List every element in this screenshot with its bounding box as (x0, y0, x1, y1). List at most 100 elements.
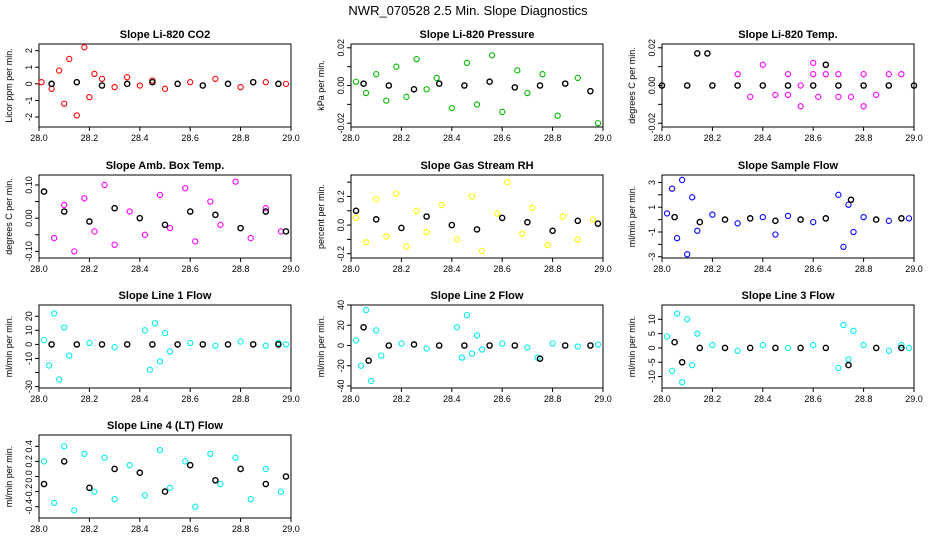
x-tick-label: 28.0 (653, 394, 671, 404)
plot-frame (38, 434, 292, 519)
data-point (192, 503, 199, 510)
data-point (810, 71, 817, 78)
data-point (98, 75, 106, 83)
x-tick-label: 28.4 (754, 133, 772, 143)
x-tick-label: 28.6 (804, 133, 822, 143)
x-tick-label: 28.6 (804, 264, 822, 274)
data-point (385, 82, 393, 89)
y-tick-label: -5 (647, 358, 657, 366)
data-point (658, 82, 666, 89)
data-point (511, 84, 519, 91)
data-point (561, 342, 569, 349)
data-point (48, 341, 55, 348)
data-point (746, 344, 754, 352)
data-point (696, 344, 704, 352)
data-point (529, 204, 536, 212)
plot-frame (38, 304, 292, 389)
series-all (663, 310, 913, 386)
data-point (536, 82, 544, 89)
data-point (671, 338, 678, 346)
data-point (282, 80, 290, 87)
data-point (166, 348, 174, 355)
x-tick-label: 28.0 (342, 133, 360, 143)
data-point (174, 80, 181, 88)
data-point (73, 341, 81, 348)
data-point (352, 337, 360, 344)
y-tick-label: -3 (647, 253, 657, 261)
data-point (689, 361, 696, 369)
data-point (111, 84, 118, 91)
data-point (668, 367, 676, 374)
data-point (60, 208, 68, 215)
x-tick-label: 28.0 (30, 133, 48, 143)
data-point (554, 112, 561, 119)
data-point (885, 347, 892, 354)
data-point (111, 241, 118, 248)
x-tick-label: 29.0 (282, 394, 300, 404)
y-tick-label: -1 (24, 96, 34, 104)
data-point (136, 82, 143, 89)
data-point (498, 214, 506, 222)
x-tick-label: 28.6 (493, 133, 511, 143)
data-point (587, 87, 594, 95)
data-point (885, 217, 892, 224)
data-point (373, 196, 380, 203)
data-point (898, 71, 905, 78)
data-point (709, 211, 716, 218)
chart-panel-10: Slope Line 4 (LT) Flow 28.0 28.2 28.4 28.6 28… (4, 420, 300, 534)
data-point (410, 341, 418, 348)
data-point (217, 480, 224, 488)
data-point (683, 82, 691, 89)
x-tick-label: 29.0 (594, 133, 612, 143)
data-point (50, 234, 58, 242)
y-axis-label: ml/min per min. (627, 316, 637, 378)
data-point (594, 120, 602, 127)
data-point (463, 59, 471, 67)
data-point (694, 227, 701, 234)
data-point (847, 196, 855, 204)
data-point (136, 469, 144, 477)
series-mean (40, 188, 290, 235)
y-tick-label: 10 (647, 314, 657, 324)
data-point (835, 82, 842, 89)
y-tick-label: 0.0 (24, 470, 34, 483)
chart-title: Slope Gas Stream RH (420, 160, 533, 172)
y-tick-label: -2 (24, 113, 34, 121)
y-tick-label: 40 (336, 300, 346, 310)
data-point (797, 344, 804, 352)
data-point (734, 82, 741, 89)
data-point (845, 201, 852, 208)
series-mean (48, 78, 282, 89)
data-point (499, 340, 506, 347)
data-point (61, 443, 68, 450)
x-tick-label: 28.8 (544, 394, 562, 404)
y-tick-label: -10 (647, 370, 657, 383)
data-point (161, 488, 169, 495)
x-tick-label: 28.4 (443, 264, 461, 274)
x-tick-label: 29.0 (905, 394, 923, 404)
data-point (383, 233, 390, 240)
y-tick-label: 0.2 (336, 190, 346, 203)
y-tick-label: 10 (24, 325, 34, 335)
data-point (536, 355, 544, 362)
chart-panel-8: Slope Line 2 Flow 28.0 28.2 28.4 28.6 28.8 29.… (316, 290, 612, 404)
chart-title: Slope Sample Flow (738, 160, 839, 172)
data-point (684, 251, 691, 258)
y-tick-label: -40 (336, 379, 346, 392)
y-tick-label: 0.02 (336, 39, 346, 57)
data-point (149, 341, 156, 348)
data-point (151, 320, 159, 327)
data-point (166, 224, 174, 232)
data-point (524, 344, 531, 351)
y-tick-label: -0.2 (24, 484, 34, 500)
data-point (673, 310, 681, 317)
x-tick-label: 28.6 (181, 133, 199, 143)
data-point (275, 341, 282, 348)
plot-frame (350, 43, 604, 128)
data-point (709, 82, 716, 89)
chart-title: Slope Amb. Box Temp. (106, 160, 225, 172)
x-tick-label: 28.2 (81, 394, 99, 404)
data-point (101, 454, 108, 461)
data-point (822, 344, 830, 352)
y-axis-label: ml/min per min. (4, 446, 14, 508)
